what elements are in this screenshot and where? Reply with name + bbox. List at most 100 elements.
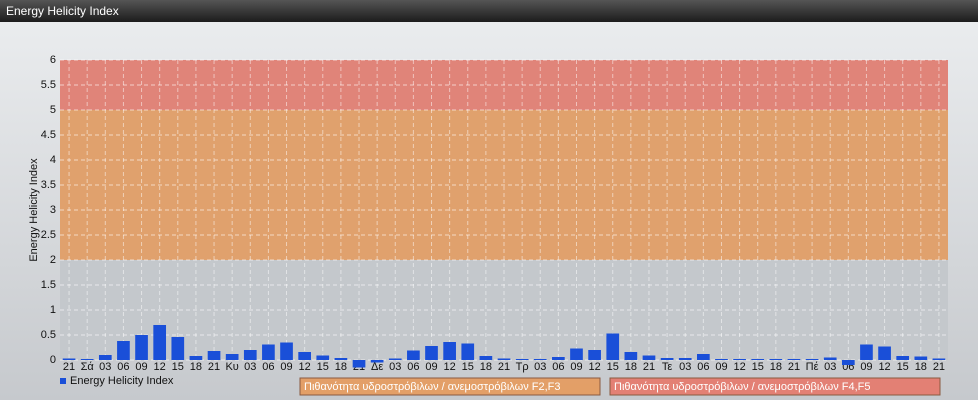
x-tick-label: 06 — [552, 361, 564, 373]
band-legend-label: Πιθανότητα υδροστρόβιλων / ανεμοστρόβιλω… — [304, 381, 561, 393]
x-tick-label: 15 — [317, 361, 329, 373]
bar — [896, 356, 910, 360]
bar — [352, 360, 366, 368]
bar — [678, 358, 692, 360]
x-tick-label: 03 — [679, 361, 691, 373]
bar — [135, 335, 148, 360]
x-tick-label: 18 — [915, 361, 927, 373]
x-tick-label: 12 — [588, 361, 600, 373]
x-tick-label: 03 — [534, 361, 546, 373]
bar — [370, 360, 384, 363]
x-tick-label: 15 — [752, 361, 764, 373]
y-axis-title: Energy Helicity Index — [28, 158, 40, 262]
bar — [407, 350, 420, 360]
y-tick-label: 3 — [50, 204, 56, 216]
x-tick-label: 12 — [299, 361, 311, 373]
bar — [515, 359, 529, 360]
bar — [262, 344, 275, 360]
x-tick-label: 21 — [63, 361, 75, 373]
x-tick-label: Πέ — [806, 361, 819, 373]
x-tick-label: 03 — [824, 361, 836, 373]
bar — [642, 355, 656, 360]
x-tick-label: 18 — [480, 361, 492, 373]
bar — [805, 359, 819, 360]
bar — [552, 357, 565, 360]
bar — [841, 360, 855, 365]
bar — [932, 358, 946, 360]
bar — [153, 325, 167, 360]
bar — [588, 350, 601, 360]
bar — [751, 359, 765, 360]
y-tick-label: 0 — [50, 354, 56, 366]
bar — [570, 348, 583, 360]
bar — [425, 346, 438, 360]
bar — [624, 352, 638, 360]
x-tick-label: 09 — [715, 361, 727, 373]
x-tick-label: 18 — [190, 361, 202, 373]
bar — [62, 358, 76, 360]
y-tick-label: 5 — [50, 104, 56, 116]
bar — [715, 359, 728, 360]
bar — [497, 358, 511, 360]
x-tick-label: 09 — [280, 361, 292, 373]
x-tick-label: 15 — [607, 361, 619, 373]
x-tick-label: 21 — [788, 361, 800, 373]
x-tick-label: 06 — [117, 361, 129, 373]
y-tick-label: 2 — [50, 254, 56, 266]
legend-swatch — [60, 378, 66, 384]
bar — [823, 357, 837, 360]
bar — [479, 356, 493, 360]
y-tick-label: 1.5 — [41, 279, 56, 291]
x-tick-label: 12 — [444, 361, 456, 373]
bar — [787, 359, 801, 360]
x-tick-label: 06 — [262, 361, 274, 373]
bar — [660, 358, 674, 360]
band-legend-box — [299, 377, 601, 396]
bar — [316, 355, 330, 360]
x-tick-label: 12 — [733, 361, 745, 373]
legend-label: Energy Helicity Index — [70, 375, 174, 387]
x-tick-label: 18 — [770, 361, 782, 373]
x-tick-label: 18 — [335, 361, 347, 373]
bar — [280, 342, 293, 360]
bar — [298, 352, 311, 360]
x-tick-label: 21 — [933, 361, 945, 373]
bar — [334, 358, 348, 360]
y-tick-label: 2.5 — [41, 229, 56, 241]
bar — [189, 356, 203, 360]
bar — [443, 342, 456, 360]
bar — [769, 359, 783, 360]
bar — [533, 359, 547, 360]
x-tick-label: 09 — [860, 361, 872, 373]
bar — [388, 358, 402, 360]
x-tick-label: 06 — [697, 361, 709, 373]
y-tick-label: 1 — [50, 304, 56, 316]
bar — [80, 359, 94, 360]
x-tick-label: 21 — [208, 361, 220, 373]
y-tick-label: 0.5 — [41, 329, 56, 341]
y-tick-label: 3.5 — [41, 179, 56, 191]
x-tick-label: Κυ — [225, 361, 238, 373]
bar — [98, 355, 112, 360]
x-tick-label: 21 — [498, 361, 510, 373]
bar — [117, 341, 130, 360]
x-tick-label: Τρ — [516, 361, 529, 373]
bar — [171, 337, 185, 360]
x-tick-label: 03 — [244, 361, 256, 373]
band-legend-label: Πιθανότητα υδροστρόβιλων / ανεμοστρόβιλω… — [614, 381, 871, 393]
x-tick-label: 15 — [462, 361, 474, 373]
x-tick-label: 09 — [135, 361, 147, 373]
bar — [461, 343, 475, 360]
x-tick-label: 12 — [878, 361, 890, 373]
header — [0, 0, 978, 22]
x-tick-label: 21 — [643, 361, 655, 373]
x-tick-label: 09 — [570, 361, 582, 373]
x-tick-label: Τε — [662, 361, 673, 373]
y-tick-label: 6 — [50, 54, 56, 66]
header-title: Energy Helicity Index — [6, 4, 119, 18]
y-tick-label: 4.5 — [41, 129, 56, 141]
x-tick-label: 06 — [407, 361, 419, 373]
x-tick-label: 18 — [625, 361, 637, 373]
x-tick-label: 09 — [425, 361, 437, 373]
